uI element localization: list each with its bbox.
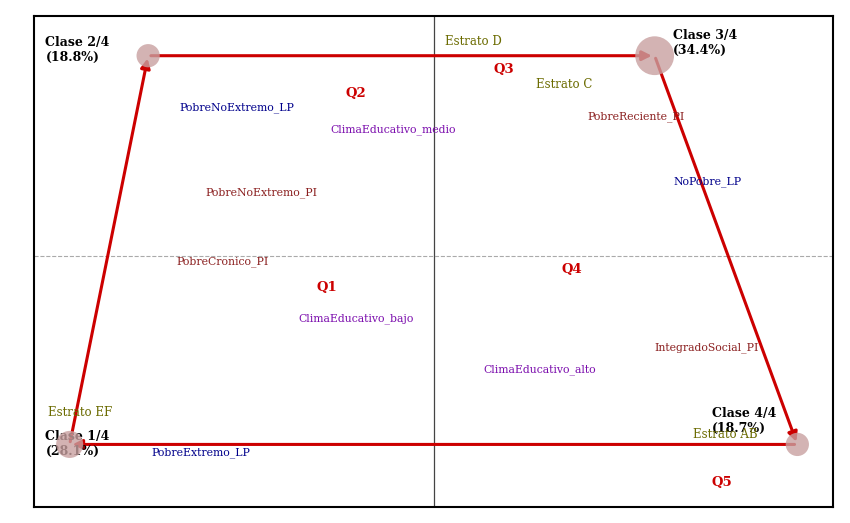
Text: Clase 3/4
(34.4%): Clase 3/4 (34.4%) [673,29,738,58]
Text: NoPobre_LP: NoPobre_LP [673,176,741,187]
Text: PobreNoExtremo_PI: PobreNoExtremo_PI [205,188,317,198]
Point [648,52,661,60]
Text: Estrato AB: Estrato AB [693,428,758,441]
Text: ClimaEducativo_alto: ClimaEducativo_alto [484,365,596,376]
Text: PobreExtremo_LP: PobreExtremo_LP [151,447,250,458]
Text: Q5: Q5 [711,475,733,488]
Text: Clase 1/4
(28.1%): Clase 1/4 (28.1%) [45,429,110,458]
Point [63,440,76,449]
Text: Q4: Q4 [562,263,582,276]
Text: IntegradoSocial_PI: IntegradoSocial_PI [654,342,759,353]
Text: PobreCronico_PI: PobreCronico_PI [177,256,269,267]
Point [790,440,804,449]
Text: Q1: Q1 [316,281,337,294]
Text: Estrato EF: Estrato EF [48,406,112,419]
Text: ClimaEducativo_medio: ClimaEducativo_medio [331,124,456,135]
Text: PobreNoExtremo_LP: PobreNoExtremo_LP [179,102,294,112]
Text: Clase 4/4
(18.7%): Clase 4/4 (18.7%) [711,407,776,435]
Text: ClimaEducativo_bajo: ClimaEducativo_bajo [298,313,413,324]
Text: Estrato C: Estrato C [536,78,592,91]
Text: PobreReciente_PI: PobreReciente_PI [587,111,685,122]
Text: Q2: Q2 [345,87,366,100]
Text: Q3: Q3 [493,63,514,76]
Text: Clase 2/4
(18.8%): Clase 2/4 (18.8%) [45,36,110,64]
Text: Estrato D: Estrato D [445,36,501,49]
Point [141,52,155,60]
